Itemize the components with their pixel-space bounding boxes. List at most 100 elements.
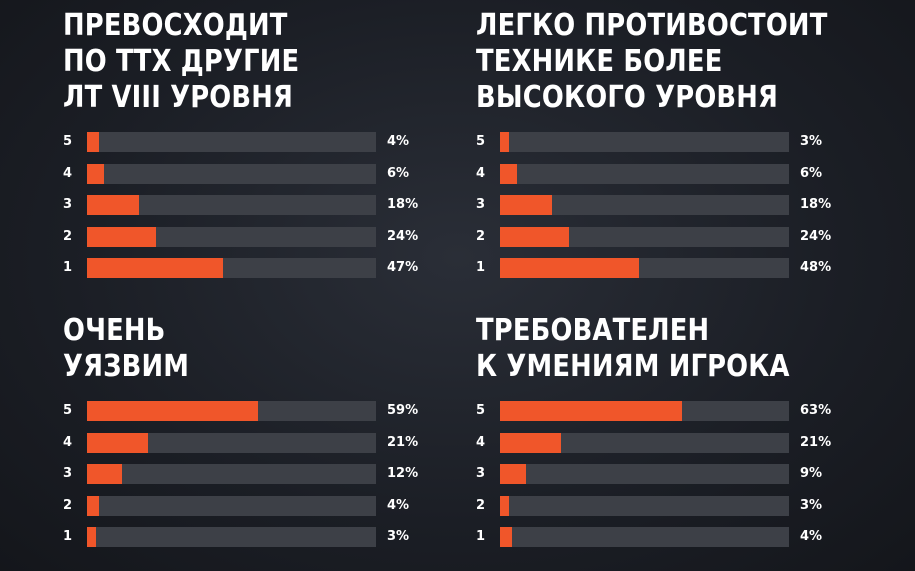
bar-track <box>87 401 376 421</box>
chart-panel-2: ЛЕГКО ПРОТИВОСТОИТ ТЕХНИКЕ БОЛЕЕ ВЫСОКОГ… <box>476 8 856 283</box>
category-label: 3 <box>63 466 73 481</box>
bar-track <box>87 195 376 215</box>
panel-title: ПРЕВОСХОДИТ ПО ТТХ ДРУГИЕ ЛТ VIII УРОВНЯ <box>63 8 390 116</box>
category-label: 2 <box>476 228 486 244</box>
bar-track <box>500 432 789 453</box>
bar <box>500 226 569 247</box>
bar-track <box>500 132 789 152</box>
value-label: 48% <box>800 260 832 275</box>
bar-row: 5 59% <box>63 401 443 421</box>
panel-title-line: ЛТ VIII УРОВНЯ <box>63 80 294 115</box>
bar-row: 1 48% <box>476 258 856 278</box>
category-label: 4 <box>63 165 73 181</box>
panel-title: ТРЕБОВАТЕЛЕН К УМЕНИЯМ ИГРОКА <box>476 313 803 385</box>
bar-row: 5 3% <box>476 132 856 152</box>
value-label: 59% <box>387 403 419 418</box>
panel-title-line: ОЧЕНЬ <box>63 313 166 348</box>
category-label: 2 <box>63 228 73 244</box>
bar-row: 4 6% <box>476 163 856 184</box>
value-label: 63% <box>800 403 832 418</box>
bar-track <box>500 195 789 215</box>
chart-panel-4: ТРЕБОВАТЕЛЕН К УМЕНИЯМ ИГРОКА 5 63% 4 21% 3 9… <box>476 313 856 553</box>
category-label: 5 <box>476 134 486 149</box>
value-label: 4% <box>800 529 823 544</box>
panel-title-line: ТРЕБОВАТЕЛЕН <box>476 313 710 348</box>
category-label: 4 <box>476 434 486 450</box>
bar-row: 5 63% <box>476 401 856 421</box>
bar <box>87 163 104 184</box>
value-label: 3% <box>800 497 823 513</box>
category-label: 3 <box>476 466 486 481</box>
value-label: 24% <box>800 228 832 244</box>
category-label: 1 <box>63 260 73 275</box>
category-label: 4 <box>63 434 73 450</box>
bar-row: 2 4% <box>63 495 443 516</box>
bar-track <box>87 226 376 247</box>
bar <box>87 226 156 247</box>
bar-row: 3 18% <box>63 195 443 215</box>
category-label: 1 <box>63 529 73 544</box>
bar-track <box>87 132 376 152</box>
bar-row: 1 4% <box>476 527 856 547</box>
panel-title-line: УЯЗВИМ <box>63 349 190 384</box>
bar <box>87 195 139 215</box>
value-label: 18% <box>800 197 832 212</box>
bar <box>500 195 552 215</box>
chart-panel-1: ПРЕВОСХОДИТ ПО ТТХ ДРУГИЕ ЛТ VIII УРОВНЯ… <box>63 8 443 283</box>
value-label: 21% <box>800 434 832 450</box>
category-label: 5 <box>63 134 73 149</box>
bar-row: 4 21% <box>63 432 443 453</box>
bar-track <box>500 401 789 421</box>
bar <box>500 258 639 278</box>
value-label: 47% <box>387 260 419 275</box>
bar-track <box>500 258 789 278</box>
panel-title-line: ПРЕВОСХОДИТ <box>63 8 288 43</box>
bar <box>87 258 223 278</box>
bar-track <box>87 495 376 516</box>
chart-panel-3: ОЧЕНЬ УЯЗВИМ 5 59% 4 21% 3 12% 2 4% 1 3% <box>63 313 443 553</box>
panel-title-line: ПО ТТХ ДРУГИЕ <box>63 44 300 79</box>
bar <box>87 527 96 547</box>
value-label: 3% <box>387 529 410 544</box>
bar <box>87 401 258 421</box>
value-label: 4% <box>387 497 410 513</box>
bar <box>87 495 99 516</box>
bar-track <box>500 226 789 247</box>
bar <box>500 464 526 484</box>
bar-row: 4 6% <box>63 163 443 184</box>
panel-title-line: ЛЕГКО ПРОТИВОСТОИТ <box>476 8 828 43</box>
bar <box>500 432 561 453</box>
bar-row: 4 21% <box>476 432 856 453</box>
bar-track <box>500 464 789 484</box>
value-label: 24% <box>387 228 419 244</box>
panel-title-line: ВЫСОКОГО УРОВНЯ <box>476 80 779 115</box>
bar-track <box>500 527 789 547</box>
bar-track <box>87 258 376 278</box>
value-label: 6% <box>800 165 823 181</box>
bar-row: 3 9% <box>476 464 856 484</box>
bar-row: 2 24% <box>476 226 856 247</box>
category-label: 1 <box>476 529 486 544</box>
category-label: 5 <box>476 403 486 418</box>
bar <box>87 432 148 453</box>
bar-row: 2 3% <box>476 495 856 516</box>
value-label: 21% <box>387 434 419 450</box>
panel-title-line: ТЕХНИКЕ БОЛЕЕ <box>476 44 723 79</box>
bar-track <box>500 163 789 184</box>
bar-row: 5 4% <box>63 132 443 152</box>
panel-title: ОЧЕНЬ УЯЗВИМ <box>63 313 390 385</box>
bar-row: 2 24% <box>63 226 443 247</box>
bar-row: 1 47% <box>63 258 443 278</box>
bar <box>500 401 682 421</box>
bar <box>500 163 517 184</box>
bar-row: 1 3% <box>63 527 443 547</box>
bar-track <box>87 464 376 484</box>
bar <box>500 495 509 516</box>
value-label: 4% <box>387 134 410 149</box>
value-label: 18% <box>387 197 419 212</box>
bar-track <box>500 495 789 516</box>
panel-title: ЛЕГКО ПРОТИВОСТОИТ ТЕХНИКЕ БОЛЕЕ ВЫСОКОГ… <box>476 8 828 116</box>
bar-track <box>87 527 376 547</box>
value-label: 6% <box>387 165 410 181</box>
